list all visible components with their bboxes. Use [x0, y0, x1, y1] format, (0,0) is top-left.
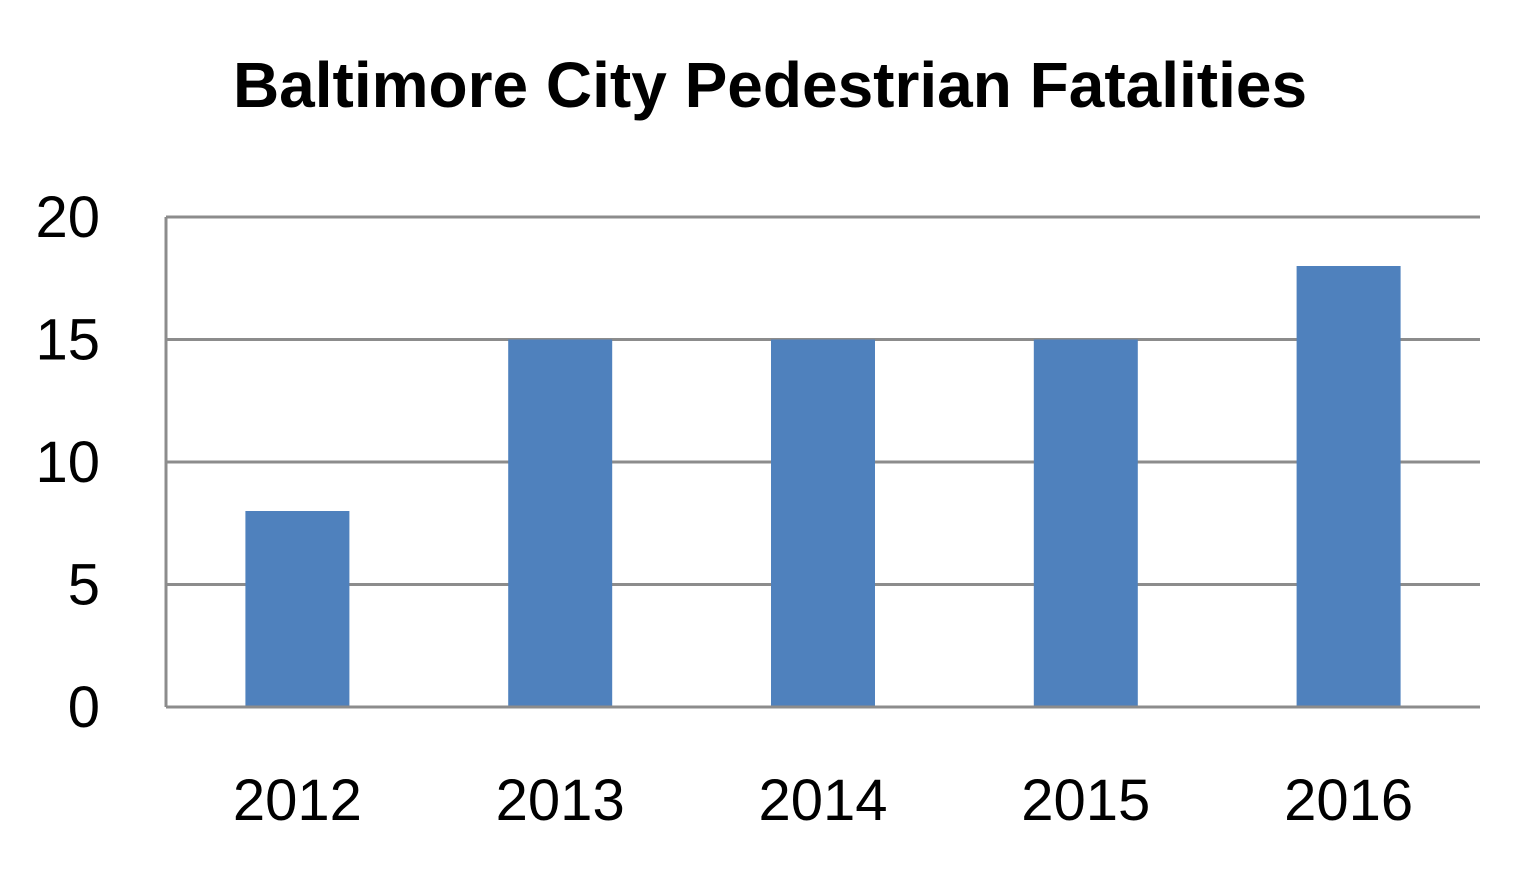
y-tick-label-10: 10	[35, 430, 100, 495]
x-tick-label-2013: 2013	[496, 768, 625, 833]
bar-2013	[508, 339, 613, 707]
y-tick-label-20: 20	[35, 185, 100, 250]
y-tick-label-15: 15	[35, 308, 100, 373]
x-tick-label-2015: 2015	[1021, 768, 1150, 833]
bar-2015	[1033, 339, 1138, 707]
x-tick-label-2012: 2012	[233, 768, 362, 833]
y-axis-tick-labels: 0 5 10 15 20	[35, 185, 100, 740]
bars	[245, 266, 1401, 707]
chart-title: Baltimore City Pedestrian Fatalities	[233, 49, 1307, 121]
x-axis-tick-labels: 2012 2013 2014 2015 2016	[233, 768, 1413, 833]
y-tick-label-5: 5	[68, 553, 100, 618]
bar-2016	[1296, 266, 1401, 707]
bar-2014	[771, 339, 875, 707]
x-tick-label-2016: 2016	[1284, 768, 1413, 833]
y-tick-label-0: 0	[68, 675, 100, 740]
x-tick-label-2014: 2014	[758, 768, 887, 833]
bar-2012	[245, 511, 350, 707]
